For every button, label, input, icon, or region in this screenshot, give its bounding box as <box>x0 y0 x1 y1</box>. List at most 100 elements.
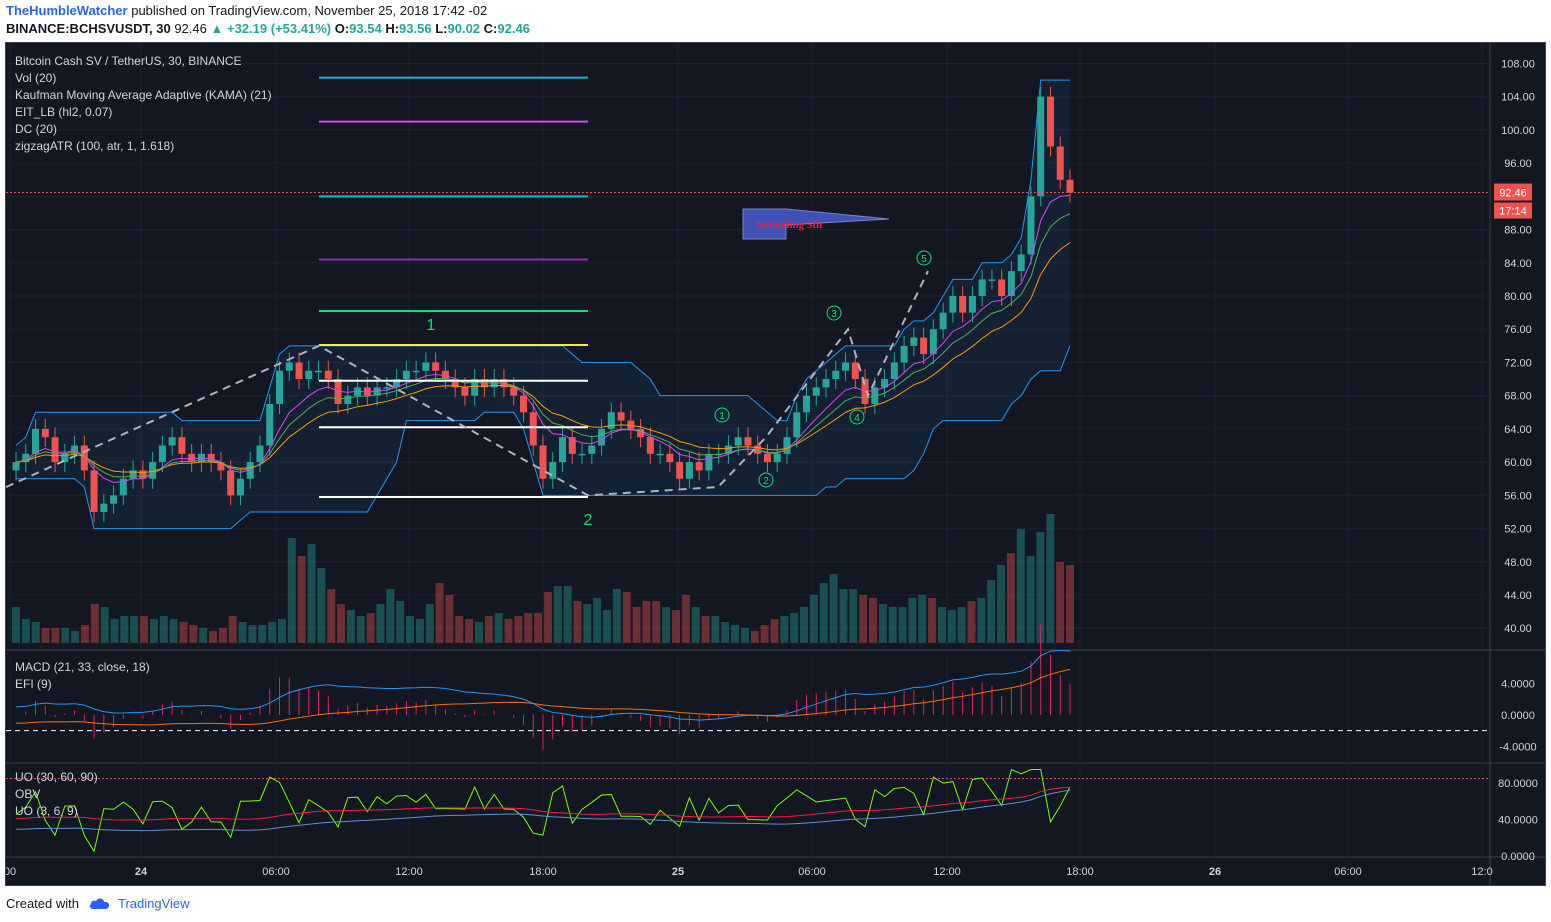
candle-body <box>588 445 596 454</box>
volume-bar <box>356 616 365 643</box>
tradingview-link[interactable]: TradingView <box>118 896 190 911</box>
candle-body <box>968 296 976 313</box>
candle-body <box>705 453 713 471</box>
pane-efi-label: EFI (9) <box>15 677 52 691</box>
author-link[interactable]: TheHumbleWatcher <box>6 3 128 18</box>
wave-label: 5 <box>921 254 927 265</box>
x-tick-label: 25 <box>672 866 684 878</box>
candle-body <box>637 428 645 438</box>
ohlc-c-value: 92.46 <box>497 21 530 36</box>
volume-bar <box>671 610 680 643</box>
volume-bar <box>534 613 543 643</box>
y-tick-label: 60.00 <box>1504 457 1532 469</box>
candle-body <box>441 370 449 380</box>
volume-bar <box>790 613 799 643</box>
volume-bar <box>80 625 89 643</box>
volume-bar <box>484 616 493 643</box>
volume-bar <box>573 601 582 643</box>
volume-bar <box>396 601 405 643</box>
volume-bar <box>908 598 917 643</box>
volume-bar <box>553 586 562 643</box>
ohlc-o-value: 93.54 <box>349 21 382 36</box>
wave-circle <box>758 472 774 488</box>
symbol-line: BINANCE:BCHSVUSDT, 30 92.46 ▲ +32.19 (+5… <box>6 21 530 36</box>
chart-canvas[interactable]: 00 24 06:00 12:00 18:00 25 06:00 12:00 18:00 26 06… <box>5 42 1546 886</box>
candle-body <box>51 437 59 463</box>
candle-body <box>412 370 420 373</box>
volume-bar <box>593 598 602 643</box>
volume-bar <box>100 607 109 643</box>
volume-bar <box>445 595 454 643</box>
candle-body <box>80 445 88 471</box>
publisher-line: TheHumbleWatcher published on TradingVie… <box>6 3 487 18</box>
candle-body <box>851 362 859 380</box>
candle-body <box>188 453 196 463</box>
volume-bar <box>937 607 946 643</box>
candle-body <box>949 296 957 313</box>
candle-body <box>207 453 215 463</box>
candle-body <box>578 453 586 456</box>
legend-item-zigzag: zigzagATR (100, atr, 1, 1.618) <box>15 139 175 153</box>
y-tick-label: 84.00 <box>1504 258 1532 270</box>
candle-body <box>763 453 771 463</box>
volume-bar <box>218 628 227 643</box>
candle-body <box>295 362 303 380</box>
volume-bar <box>149 619 158 643</box>
up-arrow-icon: ▲ <box>210 21 224 36</box>
volume-bar <box>455 616 464 643</box>
volume-bar <box>1016 529 1025 643</box>
x-tick-label: 12:0 <box>1471 866 1492 878</box>
candle-body <box>432 362 440 371</box>
volume-bar <box>800 607 809 643</box>
ohlc-l-label: L: <box>435 21 448 36</box>
wave-circle <box>714 407 730 423</box>
candle-body <box>734 437 742 446</box>
volume-bar <box>1006 553 1015 643</box>
candle-body <box>393 379 401 388</box>
y-tick-label: 96.00 <box>1504 158 1532 170</box>
candle-body <box>471 379 479 396</box>
wave-label: 1 <box>427 317 436 334</box>
candle-body <box>685 462 693 479</box>
candle-body <box>744 437 752 446</box>
candle-body <box>139 470 147 479</box>
candle-body <box>910 337 918 346</box>
volume-bar <box>947 610 956 643</box>
volume-bar <box>642 601 651 643</box>
volume-bar <box>760 625 769 643</box>
y-tick-label: 100.00 <box>1501 125 1535 137</box>
candle-body <box>324 370 332 380</box>
candle-body <box>559 437 567 463</box>
x-tick-label: 00 <box>6 866 16 878</box>
volume-bar <box>169 619 178 643</box>
volume-bar <box>524 613 533 643</box>
legend-item-eit: EIT_LB (hl2, 0.07) <box>15 105 113 119</box>
y-tick-label: 64.00 <box>1504 424 1532 436</box>
signal-line <box>15 668 1071 726</box>
macd-line <box>15 649 1071 721</box>
volume-bar <box>238 622 247 643</box>
y-tick-label: 44.00 <box>1504 590 1532 602</box>
volume-bar <box>307 544 316 643</box>
legend-item-vol: Vol (20) <box>15 71 57 85</box>
volume-bar <box>622 592 631 643</box>
volume-bar <box>327 589 336 643</box>
x-tick-label: 12:00 <box>933 866 961 878</box>
volume-bar <box>829 574 838 643</box>
volume-bar <box>987 580 996 643</box>
candle-body <box>1066 179 1074 193</box>
volume-bar <box>504 619 513 643</box>
eit-line <box>15 213 1071 478</box>
candle-body <box>627 420 635 429</box>
volume-bar <box>337 604 346 643</box>
volume-bar <box>612 589 621 643</box>
candle-body <box>71 445 79 454</box>
candle-body <box>422 362 430 371</box>
candle-body <box>373 387 381 396</box>
candle-body <box>646 437 654 454</box>
candle-body <box>276 370 283 404</box>
volume-bar <box>957 607 966 643</box>
chart-svg[interactable]: 00 24 06:00 12:00 18:00 25 06:00 12:00 18:00 26 06… <box>6 43 1545 885</box>
candle-body <box>607 412 615 429</box>
candle-body <box>344 395 352 404</box>
